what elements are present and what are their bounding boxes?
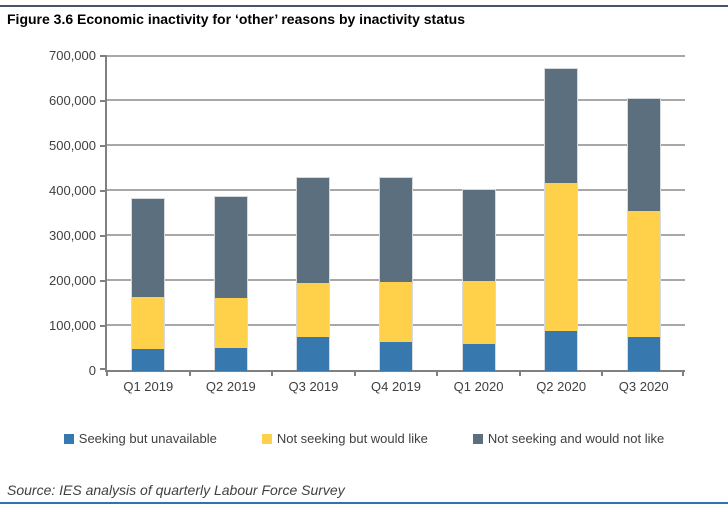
- y-axis-label: 300,000: [49, 228, 96, 243]
- bar-segment-seeking-but-unavailable: [380, 341, 412, 371]
- bar-segment-not-seeking-and-would-not-like: [132, 198, 165, 297]
- legend-marker-yellow: [261, 433, 272, 444]
- bar-segment-not-seeking-and-would-not-like: [214, 197, 247, 299]
- bar-segment-seeking-but-unavailable: [627, 337, 660, 371]
- y-axis-label: 600,000: [49, 93, 96, 108]
- bar-q2-2020: [544, 68, 579, 371]
- x-axis-tick: [271, 370, 274, 376]
- source-note: Source: IES analysis of quarterly Labour…: [7, 482, 345, 498]
- y-axis-tick: [100, 280, 107, 282]
- legend-label: Not seeking but would like: [276, 431, 428, 446]
- gridline: [107, 144, 685, 146]
- bar-segment-not-seeking-but-would-like: [297, 283, 330, 338]
- x-axis-tick: [106, 370, 108, 376]
- legend-marker-blue: [63, 433, 74, 444]
- y-axis-tick: [100, 190, 107, 192]
- x-axis-tick: [436, 370, 439, 376]
- y-axis-tick: [100, 55, 107, 57]
- bar-q4-2019: [379, 176, 413, 371]
- bar-segment-not-seeking-but-would-like: [132, 296, 165, 349]
- y-axis-label: 200,000: [49, 273, 96, 288]
- bottom-rule: [0, 502, 728, 504]
- bar-segment-not-seeking-and-would-not-like: [627, 98, 660, 212]
- y-axis-label: 100,000: [49, 318, 96, 333]
- bar-segment-not-seeking-and-would-not-like: [297, 177, 330, 284]
- legend-label: Not seeking and would not like: [487, 431, 665, 446]
- bar-segment-seeking-but-unavailable: [297, 337, 330, 371]
- y-axis-label: 500,000: [49, 138, 96, 153]
- gridline: [107, 99, 685, 101]
- legend-marker-slate: [472, 433, 483, 444]
- bar-segment-seeking-but-unavailable: [545, 330, 578, 371]
- gridline: [107, 55, 685, 57]
- bar-q1-2020: [461, 189, 496, 371]
- x-axis-label: Q4 2019: [371, 379, 421, 394]
- legend-label: Seeking but unavailable: [78, 431, 217, 446]
- bar-segment-seeking-but-unavailable: [132, 348, 165, 371]
- x-axis-tick: [601, 370, 604, 376]
- x-axis-label: Q1 2019: [123, 379, 174, 394]
- top-rule: [0, 5, 728, 7]
- bar-segment-not-seeking-but-would-like: [545, 182, 578, 331]
- bar-segment-not-seeking-and-would-not-like: [545, 69, 578, 183]
- x-axis-tick: [518, 370, 521, 376]
- legend: Seeking but unavailable Not seeking but w…: [0, 431, 728, 446]
- x-axis-label: Q2 2020: [536, 379, 587, 394]
- bar-segment-seeking-but-unavailable: [214, 347, 247, 371]
- legend-item: Not seeking but would like: [261, 431, 428, 446]
- x-axis-label: Q3 2020: [618, 379, 669, 394]
- legend-item: Seeking but unavailable: [63, 431, 217, 446]
- bar-q1-2019: [131, 197, 166, 371]
- bar-segment-not-seeking-but-would-like: [380, 282, 412, 342]
- y-axis-tick: [100, 235, 107, 237]
- figure-title: Figure 3.6 Economic inactivity for ‘othe…: [7, 11, 465, 27]
- bar-q2-2019: [213, 196, 248, 371]
- bar-segment-not-seeking-and-would-not-like: [380, 177, 412, 283]
- bar-segment-not-seeking-but-would-like: [462, 281, 495, 344]
- bar-segment-not-seeking-but-would-like: [627, 211, 660, 338]
- y-axis-label: 700,000: [49, 48, 96, 63]
- bar-segment-not-seeking-but-would-like: [214, 298, 247, 348]
- bar-q3-2020: [626, 97, 661, 371]
- y-axis-label: 400,000: [49, 183, 96, 198]
- bar-q3-2019: [296, 176, 331, 371]
- y-axis-tick: [100, 368, 107, 370]
- x-axis-tick: [353, 370, 356, 376]
- x-axis-label: Q3 2019: [288, 379, 339, 394]
- y-axis-tick: [100, 100, 107, 102]
- plot-area: 0 100,000 200,000 300,000 400,000 500,000 600,…: [49, 48, 685, 394]
- y-axis-tick: [100, 325, 107, 327]
- x-axis-label: Q2 2019: [205, 379, 256, 394]
- x-axis-tick: [682, 370, 684, 376]
- y-axis-tick: [100, 145, 107, 147]
- bar-segment-seeking-but-unavailable: [462, 344, 495, 371]
- x-axis-tick: [188, 370, 191, 376]
- x-axis-label: Q1 2020: [453, 379, 504, 394]
- y-axis-label: 0: [88, 363, 96, 378]
- bar-segment-not-seeking-and-would-not-like: [462, 190, 495, 281]
- legend-item: Not seeking and would not like: [472, 431, 665, 446]
